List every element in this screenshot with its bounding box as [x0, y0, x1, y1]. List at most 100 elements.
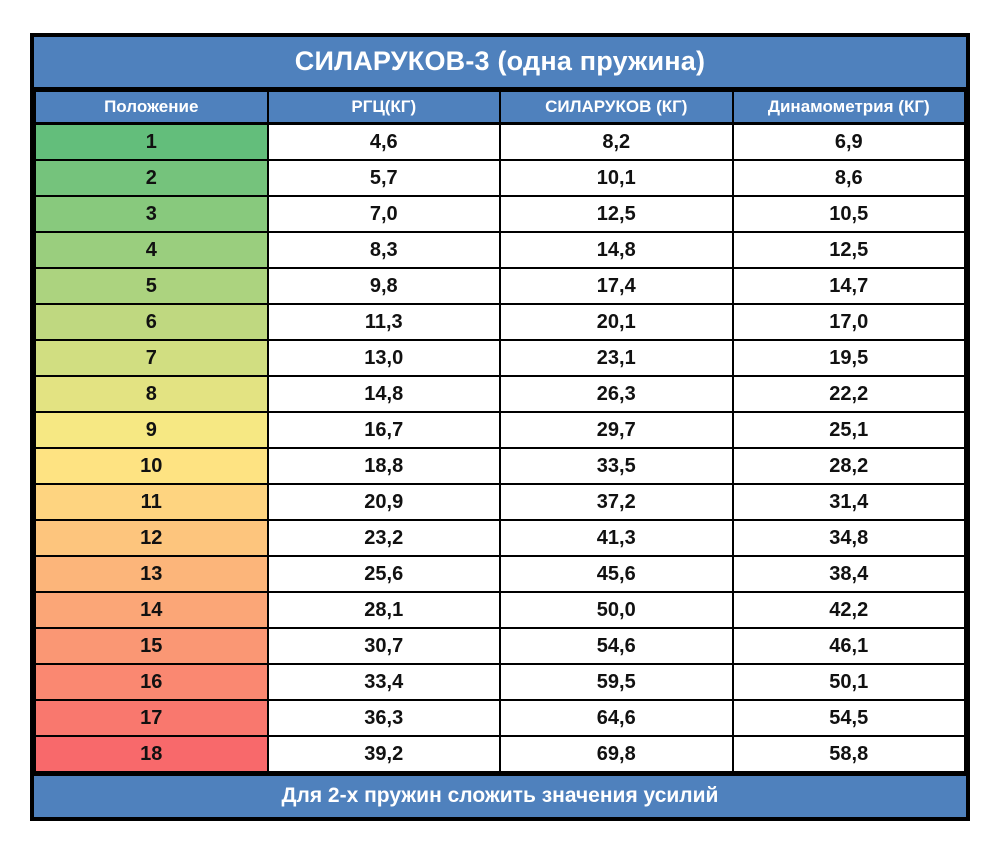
- cell-pos: 3: [34, 195, 269, 233]
- cell-pos: 5: [34, 267, 269, 305]
- table-row: 5 9,8 17,4 14,7: [34, 267, 966, 305]
- table-row: 10 18,8 33,5 28,2: [34, 447, 966, 485]
- cell-silarukov: 54,6: [499, 627, 734, 665]
- table-row: 2 5,7 10,1 8,6: [34, 159, 966, 197]
- cell-dyno: 25,1: [731, 411, 966, 449]
- cell-dyno: 28,2: [731, 447, 966, 485]
- cell-pos: 14: [34, 591, 269, 629]
- cell-dyno: 10,5: [731, 195, 966, 233]
- cell-rgc: 23,2: [266, 519, 501, 557]
- cell-pos: 17: [34, 699, 269, 737]
- table-row: 16 33,4 59,5 50,1: [34, 663, 966, 701]
- cell-rgc: 8,3: [266, 231, 501, 269]
- cell-rgc: 11,3: [266, 303, 501, 341]
- table-row: 18 39,2 69,8 58,8: [34, 735, 966, 773]
- table-row: 4 8,3 14,8 12,5: [34, 231, 966, 269]
- cell-dyno: 42,2: [731, 591, 966, 629]
- force-values-table: Положение РГЦ(КГ) СИЛАРУКОВ (КГ) Динамом…: [34, 90, 966, 773]
- cell-silarukov: 69,8: [499, 735, 734, 773]
- cell-rgc: 20,9: [266, 483, 501, 521]
- cell-silarukov: 59,5: [499, 663, 734, 701]
- cell-dyno: 31,4: [731, 483, 966, 521]
- cell-silarukov: 10,1: [499, 159, 734, 197]
- cell-dyno: 46,1: [731, 627, 966, 665]
- cell-rgc: 28,1: [266, 591, 501, 629]
- cell-dyno: 12,5: [731, 231, 966, 269]
- cell-pos: 2: [34, 159, 269, 197]
- column-header-silarukov: СИЛАРУКОВ (КГ): [499, 90, 734, 125]
- header-row: Положение РГЦ(КГ) СИЛАРУКОВ (КГ) Динамом…: [34, 90, 966, 125]
- table-row: 14 28,1 50,0 42,2: [34, 591, 966, 629]
- cell-rgc: 25,6: [266, 555, 501, 593]
- cell-silarukov: 29,7: [499, 411, 734, 449]
- cell-dyno: 14,7: [731, 267, 966, 305]
- cell-rgc: 18,8: [266, 447, 501, 485]
- table-row: 15 30,7 54,6 46,1: [34, 627, 966, 665]
- cell-silarukov: 64,6: [499, 699, 734, 737]
- table-row: 12 23,2 41,3 34,8: [34, 519, 966, 557]
- cell-silarukov: 50,0: [499, 591, 734, 629]
- cell-pos: 7: [34, 339, 269, 377]
- column-header-rgc: РГЦ(КГ): [266, 90, 501, 125]
- table-row: 6 11,3 20,1 17,0: [34, 303, 966, 341]
- table-row: 17 36,3 64,6 54,5: [34, 699, 966, 737]
- cell-rgc: 39,2: [266, 735, 501, 773]
- cell-pos: 8: [34, 375, 269, 413]
- cell-rgc: 16,7: [266, 411, 501, 449]
- cell-pos: 9: [34, 411, 269, 449]
- table-row: 1 4,6 8,2 6,9: [34, 122, 966, 161]
- cell-rgc: 14,8: [266, 375, 501, 413]
- cell-silarukov: 20,1: [499, 303, 734, 341]
- cell-dyno: 38,4: [731, 555, 966, 593]
- cell-rgc: 7,0: [266, 195, 501, 233]
- table-row: 9 16,7 29,7 25,1: [34, 411, 966, 449]
- table-row: 7 13,0 23,1 19,5: [34, 339, 966, 377]
- cell-pos: 18: [34, 735, 269, 773]
- table-header: Положение РГЦ(КГ) СИЛАРУКОВ (КГ) Динамом…: [34, 90, 966, 125]
- cell-rgc: 13,0: [266, 339, 501, 377]
- cell-silarukov: 33,5: [499, 447, 734, 485]
- spring-force-table: СИЛАРУКОВ-3 (одна пружина) Положение РГЦ…: [30, 33, 970, 821]
- cell-silarukov: 41,3: [499, 519, 734, 557]
- cell-pos: 11: [34, 483, 269, 521]
- cell-pos: 16: [34, 663, 269, 701]
- cell-rgc: 9,8: [266, 267, 501, 305]
- cell-silarukov: 23,1: [499, 339, 734, 377]
- cell-silarukov: 12,5: [499, 195, 734, 233]
- cell-dyno: 58,8: [731, 735, 966, 773]
- cell-dyno: 8,6: [731, 159, 966, 197]
- table-row: 3 7,0 12,5 10,5: [34, 195, 966, 233]
- cell-dyno: 34,8: [731, 519, 966, 557]
- cell-silarukov: 37,2: [499, 483, 734, 521]
- cell-rgc: 4,6: [266, 122, 501, 161]
- cell-pos: 12: [34, 519, 269, 557]
- cell-dyno: 17,0: [731, 303, 966, 341]
- cell-silarukov: 8,2: [499, 122, 734, 161]
- cell-rgc: 36,3: [266, 699, 501, 737]
- cell-dyno: 22,2: [731, 375, 966, 413]
- cell-dyno: 6,9: [731, 122, 966, 161]
- cell-dyno: 54,5: [731, 699, 966, 737]
- cell-rgc: 5,7: [266, 159, 501, 197]
- cell-silarukov: 17,4: [499, 267, 734, 305]
- cell-rgc: 30,7: [266, 627, 501, 665]
- table-title: СИЛАРУКОВ-3 (одна пружина): [34, 37, 966, 90]
- cell-dyno: 19,5: [731, 339, 966, 377]
- table-row: 8 14,8 26,3 22,2: [34, 375, 966, 413]
- cell-pos: 6: [34, 303, 269, 341]
- cell-silarukov: 26,3: [499, 375, 734, 413]
- table-row: 11 20,9 37,2 31,4: [34, 483, 966, 521]
- cell-pos: 10: [34, 447, 269, 485]
- column-header-position: Положение: [34, 90, 269, 125]
- cell-dyno: 50,1: [731, 663, 966, 701]
- cell-rgc: 33,4: [266, 663, 501, 701]
- table-body: 1 4,6 8,2 6,9 2 5,7 10,1 8,6 3 7,0 12,5 10,5 4 8,3 14,…: [34, 122, 966, 773]
- cell-silarukov: 45,6: [499, 555, 734, 593]
- table-row: 13 25,6 45,6 38,4: [34, 555, 966, 593]
- cell-pos: 1: [34, 122, 269, 161]
- cell-pos: 13: [34, 555, 269, 593]
- cell-pos: 15: [34, 627, 269, 665]
- table-footer-note: Для 2-х пружин сложить значения усилий: [34, 773, 966, 817]
- cell-pos: 4: [34, 231, 269, 269]
